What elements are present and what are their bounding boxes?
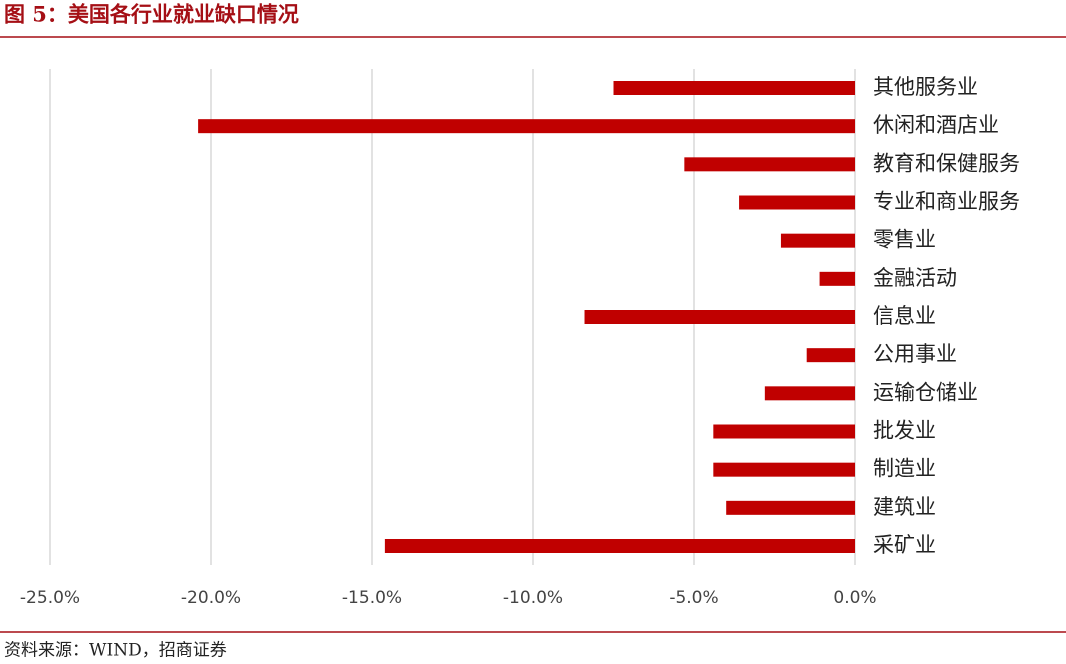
category-label: 教育和保健服务 xyxy=(873,151,1020,175)
bar xyxy=(806,348,855,363)
x-tick-label: -15.0% xyxy=(342,588,402,608)
x-tick-label: -20.0% xyxy=(181,588,241,608)
bar xyxy=(713,462,855,477)
x-tick-label: -10.0% xyxy=(503,588,563,608)
category-label: 专业和商业服务 xyxy=(873,190,1020,214)
bar xyxy=(739,195,855,210)
bar xyxy=(780,233,855,248)
category-label: 运输仓储业 xyxy=(873,380,978,404)
category-label: 公用事业 xyxy=(873,342,957,366)
category-label: 休闲和酒店业 xyxy=(873,113,999,137)
category-label: 批发业 xyxy=(873,419,936,443)
x-tick-label: -25.0% xyxy=(20,588,80,608)
bar xyxy=(384,539,855,553)
source-note: 资料来源：WIND，招商证券 xyxy=(4,641,227,661)
bar xyxy=(584,310,855,324)
category-label: 金融活动 xyxy=(873,266,957,290)
category-label: 建筑业 xyxy=(873,495,936,519)
bar xyxy=(713,424,855,439)
category-label: 零售业 xyxy=(873,228,936,252)
bar xyxy=(684,157,855,172)
category-label: 采矿业 xyxy=(873,533,936,557)
category-label: 信息业 xyxy=(873,304,936,328)
bar xyxy=(613,81,855,95)
x-tick-label: 0.0% xyxy=(833,588,876,608)
category-label: 其他服务业 xyxy=(873,75,978,99)
x-tick-label: -5.0% xyxy=(669,588,718,608)
bar xyxy=(764,386,855,401)
chart-title: 图 5：美国各行业就业缺口情况 xyxy=(4,2,299,27)
bar xyxy=(819,271,855,286)
category-label: 制造业 xyxy=(873,457,936,481)
bar xyxy=(726,500,855,515)
bar xyxy=(198,119,855,134)
